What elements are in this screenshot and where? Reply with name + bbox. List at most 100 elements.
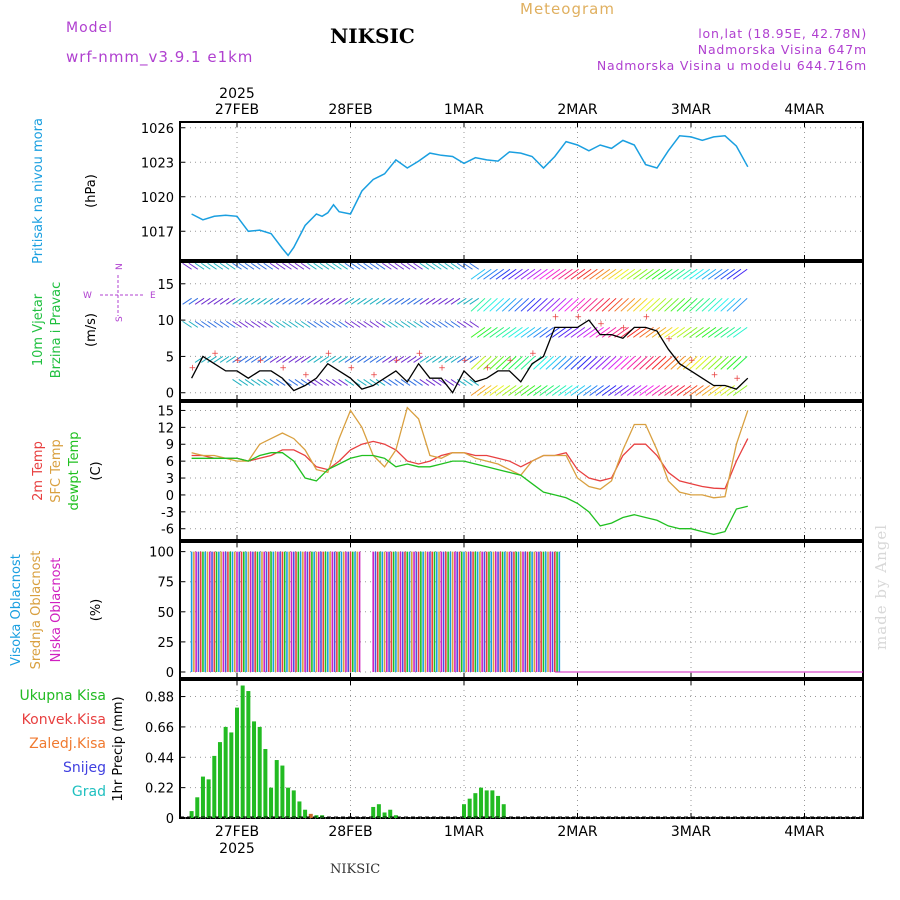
wind-barb [533, 356, 548, 370]
precip-bar [269, 787, 274, 818]
wind-barb [250, 262, 261, 270]
wind-barb [375, 297, 386, 305]
wind-barb [570, 297, 586, 312]
wind-barb [489, 326, 505, 338]
wind-barb [332, 379, 342, 386]
wind-barb [514, 268, 529, 280]
wind-barb [288, 356, 298, 363]
wind-gust-marker: + [552, 312, 560, 322]
wind-barb [633, 385, 648, 396]
wind-barb [469, 297, 480, 305]
wind-barb [444, 320, 455, 328]
wind-barb [501, 356, 517, 370]
wind-barb [438, 262, 448, 270]
wind-barb [707, 268, 723, 280]
wind-barb [576, 268, 592, 280]
wind-barb [601, 326, 617, 338]
model-altitude-text: Nadmorska Visina u modelu 644.716m [596, 58, 867, 73]
wind-barb [726, 326, 742, 338]
wind-barb [539, 297, 555, 312]
wind-barb [257, 320, 267, 328]
wind-barb [489, 385, 505, 396]
wind-barb [732, 268, 748, 280]
precip-panel-frame [179, 679, 864, 819]
wind-barb [695, 326, 711, 338]
wind-barb [188, 262, 199, 270]
wind-barb [526, 268, 542, 280]
wind-barb [438, 297, 448, 305]
wind-barb [589, 356, 604, 370]
temperature-ytick-label: 6 [166, 455, 174, 470]
precip-bar [286, 787, 291, 818]
altitude-text: Nadmorska Visina 647m [697, 42, 867, 57]
wind-barb [213, 262, 224, 270]
wind-barb [589, 385, 604, 396]
wind-barb [607, 297, 623, 312]
wind-gust-marker: + [733, 374, 741, 384]
date-label-bottom: 1MAR [444, 824, 485, 840]
wind-barb [676, 356, 692, 370]
date-label-bottom: 2MAR [557, 824, 598, 840]
wind-barb [707, 356, 723, 370]
wind-barb [357, 262, 367, 270]
pressure-axis-title: Pritisak na nivou mora [31, 118, 46, 264]
wind-barb [275, 356, 286, 363]
wind-barb [614, 385, 629, 396]
wind-barb [545, 297, 561, 312]
precip-bar [223, 726, 228, 818]
temperature-ytick-label: 12 [157, 421, 174, 436]
wind-barb [250, 379, 261, 386]
wind-barb [695, 268, 711, 280]
precip-bar [382, 812, 387, 818]
wind-barb [526, 385, 542, 396]
wind-barb [325, 320, 336, 328]
wind-barb [213, 356, 224, 363]
wind-barb [608, 385, 623, 396]
wind-barb [533, 326, 548, 338]
wind-gust-marker: + [597, 320, 605, 330]
wind-gust-marker: + [302, 371, 310, 381]
wind-barb [269, 379, 280, 386]
wind-barb [244, 262, 255, 270]
wind-barb [595, 385, 611, 396]
precip-bar [371, 806, 376, 818]
wind-barb [589, 268, 604, 280]
wind-barb [425, 379, 436, 386]
wind-barb [400, 262, 411, 270]
wind-barb [570, 326, 586, 338]
wind-barb [344, 297, 355, 305]
wind-barb [714, 326, 729, 338]
wind-barb [670, 297, 686, 312]
wind-barb [188, 320, 199, 328]
wind-barb [732, 385, 748, 396]
wind-barb [282, 297, 292, 305]
wind-barb [232, 356, 242, 363]
temp-line-sfc-temp [191, 406, 749, 499]
wind-gust-marker: + [279, 363, 287, 373]
precip-bar [280, 765, 285, 818]
wind-barb [558, 356, 573, 370]
wind-barb [388, 379, 398, 386]
wind-barb [707, 326, 723, 338]
wind-barb [626, 385, 642, 396]
wind-barb [382, 262, 392, 270]
wind-barb [325, 297, 336, 305]
wind-barb [432, 297, 442, 305]
wind-barb [444, 262, 455, 270]
wind-barb [400, 320, 411, 328]
precip-bar [212, 755, 217, 818]
date-label-top: 3MAR [671, 102, 712, 118]
wind-barb [413, 379, 423, 386]
wind-barb [232, 262, 242, 270]
wind-barb [388, 356, 398, 363]
cloud-ytick-label: 75 [157, 576, 174, 591]
wind-barb [626, 326, 642, 338]
wind-barb [639, 297, 654, 312]
wind-barb [526, 326, 542, 338]
wind-barb [275, 297, 286, 305]
wind-barb [476, 356, 492, 370]
wind-barb [476, 297, 492, 312]
wind-barb [707, 385, 723, 396]
precip-bar [246, 691, 251, 818]
wind-barb [369, 356, 380, 363]
